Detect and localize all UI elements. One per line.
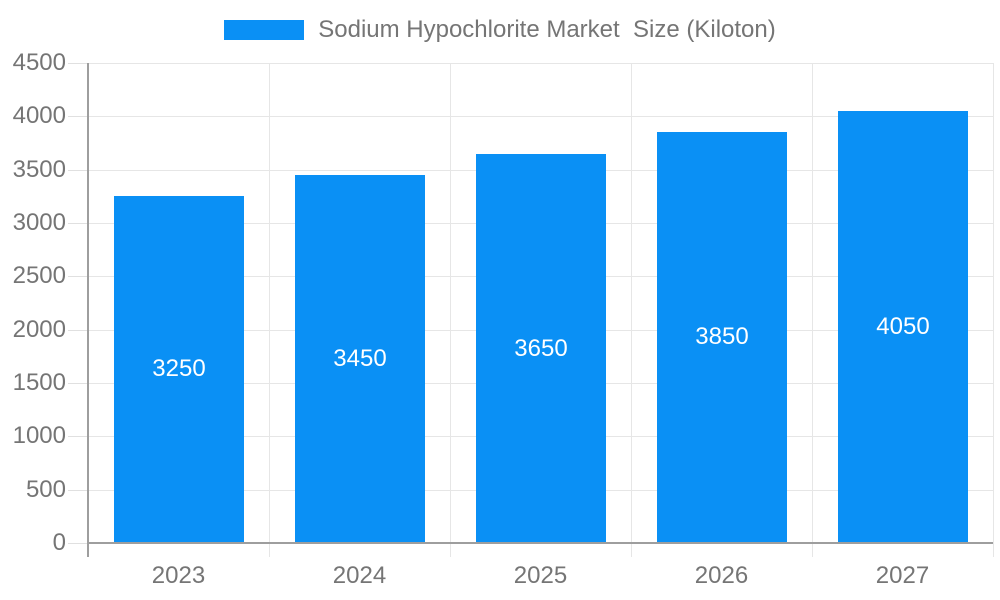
y-axis-label: 500 <box>25 475 66 503</box>
y-axis-tick <box>68 169 88 171</box>
x-axis-label: 2027 <box>875 562 930 589</box>
y-axis-tick <box>68 329 88 331</box>
y-axis-tick <box>68 63 88 64</box>
x-axis-label: 2024 <box>332 562 387 589</box>
gridline <box>88 63 993 64</box>
plot-area: 0 500 1000 1500 2000 2500 3000 3500 4000 4500 3250… <box>13 51 994 589</box>
x-axis-line <box>88 542 993 544</box>
legend-item[interactable]: Sodium Hypochlorite Market Size (Kiloton… <box>224 18 776 42</box>
bar-2024[interactable]: 3450 <box>295 175 425 543</box>
bar-2026[interactable]: 3850 <box>657 132 787 543</box>
x-axis-label: 2025 <box>513 562 568 589</box>
bar-2023[interactable]: 3250 <box>114 196 244 543</box>
legend-swatch-icon <box>224 20 305 40</box>
x-axis-label: 2026 <box>694 562 749 589</box>
gridline <box>993 63 994 557</box>
legend: Sodium Hypochlorite Market Size (Kiloton… <box>0 18 1000 42</box>
y-axis-label: 0 <box>52 529 66 556</box>
y-axis-label: 1000 <box>12 422 66 450</box>
bar-value-label: 3850 <box>695 323 749 350</box>
gridline <box>812 63 813 557</box>
y-axis-label: 4500 <box>12 49 66 76</box>
y-axis-label: 1500 <box>12 369 66 396</box>
bar-value-label: 3250 <box>152 355 206 382</box>
gridline <box>450 63 451 557</box>
y-axis-label: 2500 <box>12 262 66 290</box>
y-axis-tick <box>68 543 88 544</box>
y-axis-tick <box>68 489 88 491</box>
bar-value-label: 3650 <box>514 335 568 362</box>
bar-2027[interactable]: 4050 <box>838 111 968 543</box>
y-axis-label: 4000 <box>12 102 66 130</box>
gridline <box>631 63 632 557</box>
bar-value-label: 4050 <box>876 313 930 340</box>
y-axis-label: 2000 <box>12 315 66 343</box>
y-axis-tick <box>68 276 88 278</box>
bar-2025[interactable]: 3650 <box>476 154 606 543</box>
legend-label: Sodium Hypochlorite Market Size (Kiloton… <box>318 16 776 43</box>
y-axis-label: 3000 <box>12 209 66 236</box>
y-axis-tick <box>68 436 88 438</box>
gridline <box>88 116 993 118</box>
y-axis-tick <box>68 383 88 384</box>
y-axis-tick <box>68 223 88 224</box>
y-axis-line <box>87 63 89 557</box>
bar-value-label: 3450 <box>333 345 387 372</box>
x-axis-label: 2023 <box>151 562 206 589</box>
gridline <box>269 63 270 557</box>
y-axis-label: 3500 <box>12 155 66 183</box>
y-axis-tick <box>68 116 88 118</box>
